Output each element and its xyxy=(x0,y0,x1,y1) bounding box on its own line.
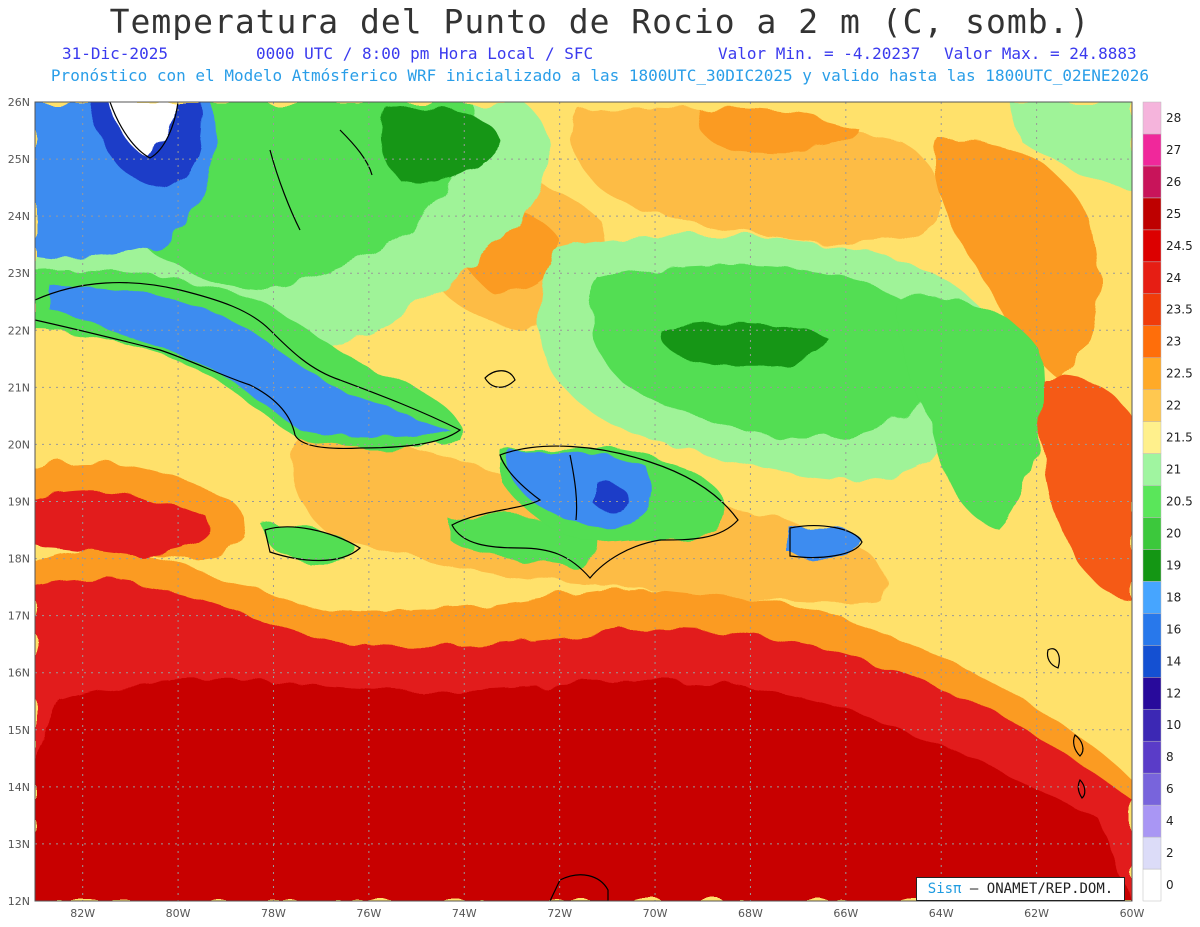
colorbar-label: 16 xyxy=(1166,622,1181,636)
colorbar-swatch xyxy=(1142,101,1162,135)
lat-label: 15N xyxy=(8,724,30,737)
lat-label: 17N xyxy=(8,610,30,623)
colorbar-label: 8 xyxy=(1166,750,1174,764)
lon-label: 70W xyxy=(643,907,668,920)
lat-label: 24N xyxy=(8,210,30,223)
colorbar-label: 6 xyxy=(1166,782,1174,796)
lat-label: 25N xyxy=(8,153,30,166)
colorbar-swatch xyxy=(1142,325,1162,358)
colorbar-label: 21 xyxy=(1166,463,1181,477)
colorbar-swatch xyxy=(1142,229,1162,263)
colorbar-swatch xyxy=(1142,421,1162,454)
colorbar-swatch xyxy=(1142,389,1162,422)
colorbar-swatch xyxy=(1142,772,1162,806)
colorbar-label: 14 xyxy=(1166,654,1181,668)
lat-label: 19N xyxy=(8,496,30,509)
colorbar-swatch xyxy=(1142,613,1162,646)
chart-title: Temperatura del Punto de Rocio a 2 m (C,… xyxy=(109,2,1091,41)
max-value: Valor Max. = 24.8883 xyxy=(944,44,1137,63)
credit-text: – ONAMET/REP.DOM. xyxy=(969,881,1114,897)
lon-label: 76W xyxy=(356,907,381,920)
colorbar-swatch xyxy=(1142,836,1162,870)
lon-label: 62W xyxy=(1024,907,1049,920)
map-frame xyxy=(34,101,1133,902)
lat-label: 16N xyxy=(8,667,30,680)
longitude-labels: 82W 80W 78W 76W 74W 72W 70W 68W 66W 64W 62W 60W xyxy=(70,907,1144,920)
lon-label: 68W xyxy=(738,907,763,920)
colorbar-swatch xyxy=(1142,357,1162,390)
colorbar-label: 19 xyxy=(1166,558,1181,572)
lat-label: 12N xyxy=(8,895,30,908)
lat-label: 21N xyxy=(8,381,30,394)
colorbar-label: 24.5 xyxy=(1166,239,1193,253)
credit-box: Sisπ – ONAMET/REP.DOM. xyxy=(916,877,1125,901)
colorbar-swatch xyxy=(1142,740,1162,774)
sispi-logo: Sisπ xyxy=(927,881,962,897)
colorbar-label: 20.5 xyxy=(1166,495,1193,509)
colorbar-swatch xyxy=(1142,165,1162,199)
colorbar-label: 10 xyxy=(1166,718,1181,732)
colorbar-swatch xyxy=(1142,453,1162,486)
colorbar-swatch xyxy=(1142,293,1162,326)
colorbar-swatch xyxy=(1142,804,1162,838)
colorbar-label: 22.5 xyxy=(1166,367,1193,381)
forecast-date: 31-Dic-2025 xyxy=(62,44,168,63)
colorbar-label: 25 xyxy=(1166,207,1181,221)
model-info: Pronóstico con el Modelo Atmósferico WRF… xyxy=(50,66,1150,85)
colorbar-label: 21.5 xyxy=(1166,431,1193,445)
colorbar-swatch xyxy=(1142,133,1162,167)
lon-label: 78W xyxy=(261,907,286,920)
lon-label: 74W xyxy=(452,907,477,920)
lon-label: 80W xyxy=(166,907,191,920)
colorbar-swatch xyxy=(1142,868,1162,902)
lon-label: 60W xyxy=(1120,907,1145,920)
colorbar-swatch xyxy=(1142,708,1162,742)
min-value: Valor Min. = -4.20237 xyxy=(718,44,921,63)
lat-label: 13N xyxy=(8,838,30,851)
coastlines xyxy=(35,102,1086,901)
colorbar-swatch xyxy=(1142,485,1162,518)
colorbar-swatch xyxy=(1142,517,1162,550)
lon-label: 66W xyxy=(833,907,858,920)
colorbar-label: 23.5 xyxy=(1166,303,1193,317)
colorbar-label: 12 xyxy=(1166,686,1181,700)
lat-label: 18N xyxy=(8,553,30,566)
lat-label: 14N xyxy=(8,781,30,794)
colorbar-label: 23 xyxy=(1166,335,1181,349)
colorbar-swatch xyxy=(1142,677,1162,710)
colorbar-label: 22 xyxy=(1166,399,1181,413)
colorbar-swatch xyxy=(1142,645,1162,678)
lat-label: 22N xyxy=(8,324,30,337)
colorbar-label: 2 xyxy=(1166,846,1174,860)
colorbar-swatch xyxy=(1142,549,1162,582)
latitude-labels: 12N 13N 14N 15N 16N 17N 18N 19N 20N 21N 22N 23N 24N 2… xyxy=(8,96,30,908)
colorbar-swatch xyxy=(1142,581,1162,614)
colorbar-label: 24 xyxy=(1166,271,1181,285)
colorbar-swatch xyxy=(1142,261,1162,295)
colorbar: 024681012141618192020.52121.52222.52323.… xyxy=(1142,101,1193,902)
colorbar-label: 4 xyxy=(1166,814,1174,828)
lat-label: 26N xyxy=(8,96,30,109)
colorbar-swatch xyxy=(1142,197,1162,231)
colorbar-label: 18 xyxy=(1166,590,1181,604)
colorbar-label: 26 xyxy=(1166,175,1181,189)
forecast-time: 0000 UTC / 8:00 pm Hora Local / SFC xyxy=(256,44,594,63)
lon-label: 64W xyxy=(929,907,954,920)
colorbar-label: 20 xyxy=(1166,526,1181,540)
colorbar-label: 28 xyxy=(1166,111,1181,125)
lat-label: 23N xyxy=(8,267,30,280)
field-shading xyxy=(35,102,1132,901)
lon-label: 82W xyxy=(70,907,95,920)
colorbar-label: 0 xyxy=(1166,878,1174,892)
lon-label: 72W xyxy=(547,907,572,920)
graticule xyxy=(35,102,1132,901)
colorbar-label: 27 xyxy=(1166,143,1181,157)
lat-label: 20N xyxy=(8,438,30,451)
